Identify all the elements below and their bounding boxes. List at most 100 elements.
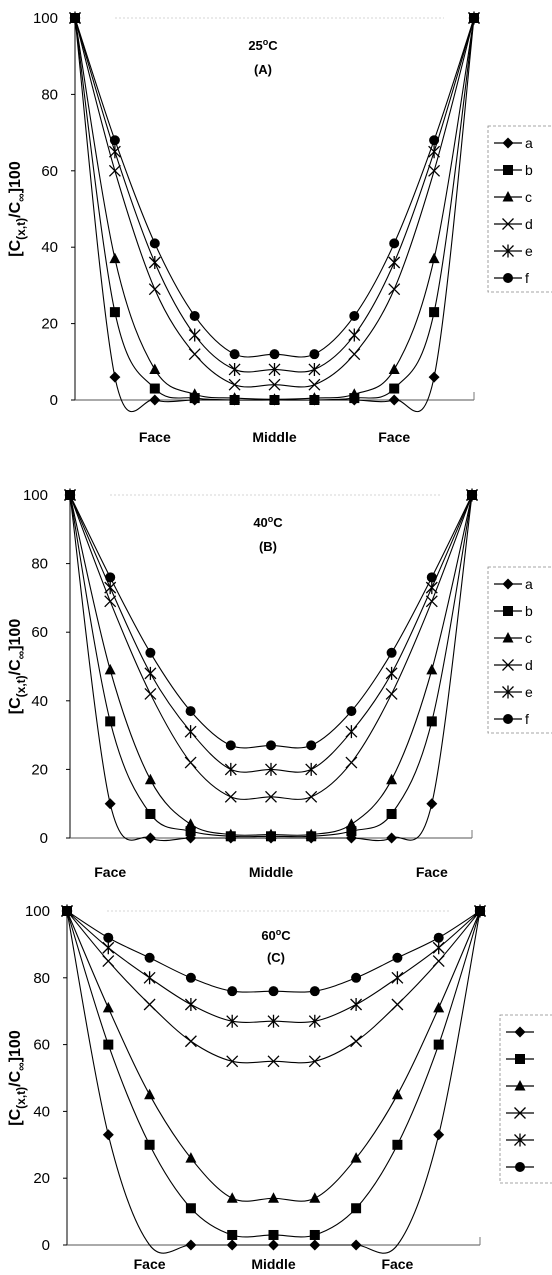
series-line bbox=[69, 494, 473, 773]
y-tick-label: 40 bbox=[33, 1103, 50, 1120]
data-point bbox=[144, 1088, 156, 1100]
y-tick-label: 80 bbox=[31, 556, 48, 573]
chart-subtitle: (A) bbox=[254, 62, 272, 77]
series-line bbox=[74, 17, 475, 400]
data-point bbox=[189, 310, 200, 321]
legend-marker bbox=[514, 1107, 526, 1119]
data-point bbox=[145, 808, 156, 819]
data-point bbox=[309, 1239, 321, 1251]
x-tick-label: Face bbox=[381, 1256, 413, 1272]
data-point bbox=[149, 363, 161, 374]
data-point bbox=[224, 762, 237, 776]
data-point bbox=[386, 647, 397, 658]
series-line bbox=[74, 17, 475, 388]
data-point bbox=[143, 971, 156, 985]
data-point bbox=[391, 1088, 403, 1100]
data-point bbox=[308, 378, 321, 391]
legend-marker bbox=[515, 1162, 525, 1172]
legend-marker bbox=[502, 685, 514, 699]
legend-label: f bbox=[525, 711, 529, 727]
chart-panel-c: 0 20 40 60 80 100 Face Middle Face 60oC (C) [C(x,t)… bbox=[7, 903, 552, 1272]
legend-marker bbox=[502, 244, 514, 258]
data-point bbox=[65, 490, 75, 500]
data-point bbox=[266, 740, 276, 751]
data-point bbox=[433, 1129, 445, 1141]
data-point bbox=[385, 666, 398, 680]
data-point bbox=[188, 348, 201, 361]
data-point bbox=[185, 706, 196, 717]
data-point bbox=[386, 832, 398, 844]
legend-marker bbox=[514, 1133, 526, 1147]
data-point bbox=[265, 828, 277, 840]
legend-label: d bbox=[525, 657, 533, 673]
data-point bbox=[432, 955, 445, 968]
data-point bbox=[184, 725, 197, 739]
data-point bbox=[350, 1239, 362, 1251]
chart-subtitle: (B) bbox=[259, 539, 277, 554]
data-point bbox=[104, 663, 116, 675]
data-point bbox=[62, 906, 72, 916]
data-point bbox=[426, 572, 437, 583]
legend-box bbox=[487, 125, 552, 293]
data-point bbox=[426, 716, 437, 727]
y-axis-label: [C(x,t)/C∞]100 bbox=[7, 161, 28, 257]
data-point bbox=[350, 998, 363, 1012]
legend-marker bbox=[502, 632, 514, 643]
data-point bbox=[184, 756, 197, 769]
legend-label: f bbox=[525, 270, 529, 286]
data-point bbox=[429, 135, 440, 146]
data-point bbox=[144, 687, 157, 700]
data-point bbox=[144, 666, 157, 680]
data-point bbox=[309, 349, 320, 360]
x-tick-label: Middle bbox=[249, 864, 294, 880]
y-tick-label: 40 bbox=[31, 693, 48, 710]
data-point bbox=[308, 362, 321, 376]
data-point bbox=[102, 1129, 114, 1141]
legend-marker bbox=[502, 659, 514, 671]
data-point bbox=[227, 986, 238, 997]
data-point bbox=[467, 490, 477, 500]
series-circle bbox=[65, 490, 477, 751]
y-tick-label: 100 bbox=[23, 487, 48, 504]
data-point bbox=[386, 773, 398, 785]
data-point bbox=[269, 393, 280, 404]
data-point bbox=[432, 941, 445, 955]
data-point bbox=[185, 972, 196, 983]
legend-marker bbox=[503, 165, 513, 175]
series-circle bbox=[62, 906, 485, 997]
data-point bbox=[345, 756, 358, 769]
data-point bbox=[306, 740, 317, 751]
data-point bbox=[226, 1239, 238, 1251]
chart-panel-a: 0 20 40 60 80 100 Face Middle Face 25oC (A) [C(x,t)… bbox=[7, 10, 552, 445]
data-point bbox=[143, 998, 156, 1011]
data-point bbox=[433, 1001, 445, 1013]
chart-subtitle: (C) bbox=[267, 950, 285, 965]
series-x bbox=[64, 489, 478, 803]
data-point bbox=[350, 1152, 362, 1163]
data-point bbox=[429, 307, 440, 318]
data-point bbox=[104, 581, 117, 595]
series-star bbox=[61, 904, 486, 1028]
data-point bbox=[225, 740, 236, 751]
data-point bbox=[144, 832, 156, 844]
data-point bbox=[349, 310, 360, 321]
data-point bbox=[228, 362, 241, 376]
data-point bbox=[144, 952, 155, 963]
legend-marker bbox=[502, 578, 514, 590]
data-point bbox=[348, 328, 361, 342]
data-point bbox=[229, 349, 240, 360]
data-point bbox=[346, 706, 357, 717]
legend-marker bbox=[515, 1054, 525, 1064]
data-point bbox=[345, 725, 358, 739]
legend-box bbox=[487, 566, 552, 734]
data-point bbox=[149, 394, 161, 406]
data-point bbox=[225, 828, 237, 840]
data-point bbox=[268, 1192, 279, 1203]
y-tick-label: 100 bbox=[25, 903, 50, 920]
y-axis-label: [C(x,t)/C∞]100 bbox=[7, 619, 28, 715]
data-point bbox=[428, 252, 440, 264]
data-point bbox=[388, 283, 401, 296]
data-point bbox=[388, 394, 400, 406]
data-point bbox=[425, 581, 438, 595]
data-point bbox=[469, 13, 479, 23]
